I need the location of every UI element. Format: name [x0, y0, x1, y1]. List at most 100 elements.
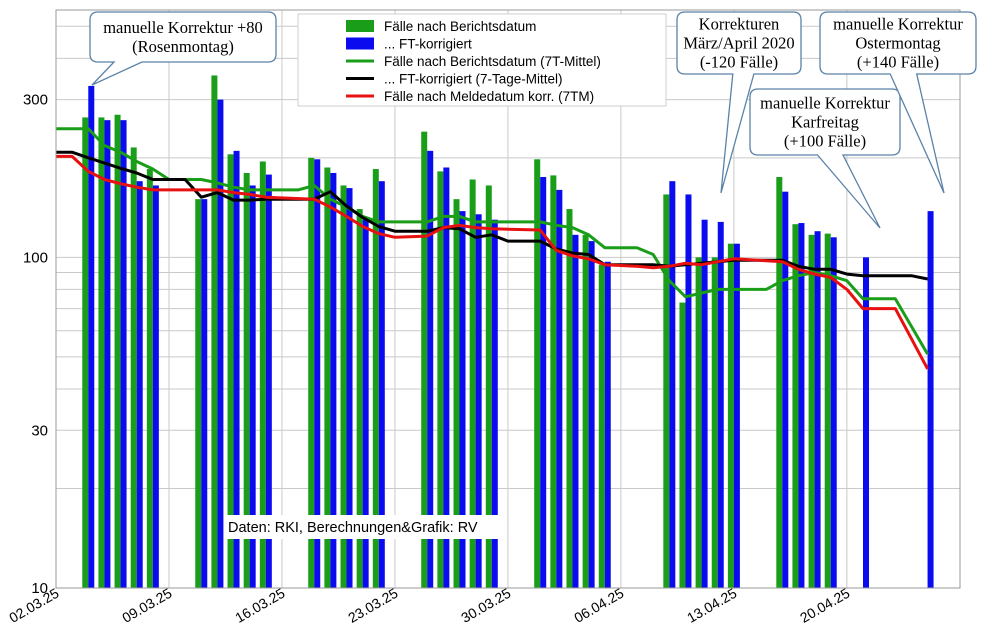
annotation-text: (-120 Fälle): [700, 53, 778, 72]
source-text: Daten: RKI, Berechnungen&Grafik: RV: [228, 520, 478, 536]
bar-green-2025-04-17: [792, 224, 799, 588]
bar-blue-2025-03-13: [233, 150, 240, 588]
bar-blue-2025-04-03: [572, 234, 579, 588]
bar-blue-2025-04-25: [927, 211, 934, 588]
annotation-text: manuelle Korrektur: [760, 94, 890, 113]
annotation-text: (Rosenmontag): [132, 37, 234, 56]
bar-green-2025-04-01: [534, 159, 541, 588]
bar-blue-2025-03-15: [265, 174, 272, 589]
bar-green-2025-04-09: [663, 194, 670, 589]
annotation-bubble: [819, 11, 977, 194]
bar-green-2025-03-21: [356, 209, 363, 588]
bar-blue-2025-03-05: [104, 120, 111, 589]
bar-blue-2025-04-16: [782, 191, 789, 588]
annotation-bubble: [89, 11, 277, 86]
bar-green-2025-04-19: [824, 233, 831, 588]
annotation-text: (+100 Fälle): [784, 132, 866, 151]
bar-green-2025-03-07: [130, 147, 137, 588]
bar-green-2025-04-16: [776, 177, 783, 588]
bar-blue-2025-03-21: [362, 219, 369, 588]
bar-blue-2025-03-22: [378, 181, 385, 588]
bar-blue-2025-03-27: [459, 211, 466, 588]
bar-green-2025-03-08: [146, 169, 153, 588]
bar-green-2025-03-15: [259, 161, 266, 588]
bar-blue-2025-04-18: [814, 231, 821, 588]
lines: [56, 127, 929, 370]
bar-blue-2025-03-25: [427, 150, 434, 588]
x-tick-labels: 02.03.25 09.03.25 16.03.25 23.03.25 30.03.25…: [6, 585, 852, 626]
bars: [82, 75, 934, 589]
bar-blue-2025-03-20: [346, 188, 353, 588]
bar-green-2025-03-05: [98, 117, 105, 588]
legend-label: Fälle nach Meldedatum korr. (7TM): [384, 89, 594, 104]
legend-label: ... FT-korrigiert: [384, 37, 472, 52]
bar-green-2025-03-29: [485, 185, 492, 589]
bar-blue-2025-04-11: [701, 219, 708, 588]
annotation-text: Ostermontag: [855, 34, 940, 53]
annotation-callout: manuelle Korrektur +80(Rosenmontag): [89, 11, 277, 86]
source-background: [224, 515, 506, 539]
x-tick-label: 20.04.25: [797, 585, 852, 626]
y-tick-label: 100: [23, 249, 48, 266]
bar-blue-2025-03-14: [249, 185, 256, 589]
annotation-text: Korrekturen: [699, 15, 780, 34]
bar-green-2025-03-04: [82, 117, 89, 588]
legend-label: Fälle nach Berichtsdatum: [384, 19, 536, 34]
bar-green-2025-04-03: [566, 209, 573, 588]
annotation-text: Karfreitag: [791, 113, 859, 132]
annotation-text: manuelle Korrektur +80: [103, 18, 263, 37]
bar-blue-2025-03-06: [120, 120, 127, 589]
bar-green-2025-04-10: [679, 302, 686, 588]
y-tick-label: 300: [23, 92, 48, 109]
bar-green-2025-04-18: [808, 234, 815, 588]
line-series-2: [56, 154, 929, 370]
y-tick-label: 10: [31, 580, 48, 597]
bar-green-2025-03-18: [308, 157, 315, 588]
x-tick-label: 13.04.25: [684, 585, 739, 626]
legend-label: ... FT-korrigiert (7-Tage-Mittel): [384, 72, 563, 87]
x-tick-label: 16.03.25: [232, 585, 287, 626]
legend: Fälle nach Berichtsdatum ... FT-korrigier…: [297, 13, 667, 107]
bar-blue-2025-04-12: [717, 221, 724, 588]
annotation-text: manuelle Korrektur: [833, 15, 963, 34]
bar-green-2025-04-13: [727, 243, 734, 588]
bar-green-2025-03-11: [195, 199, 202, 588]
bar-green-2025-04-11: [695, 257, 702, 588]
bar-green-2025-03-20: [340, 185, 347, 589]
x-tick-label: 06.04.25: [571, 585, 626, 626]
bar-green-2025-03-27: [453, 199, 460, 588]
bar-green-2025-04-02: [550, 175, 557, 589]
x-tick-label: 23.03.25: [345, 585, 400, 626]
legend-label: Fälle nach Berichtsdatum (7T-Mittel): [384, 54, 601, 69]
legend-swatch: [346, 37, 374, 50]
bar-green-2025-04-04: [582, 234, 589, 588]
bar-blue-2025-04-04: [588, 241, 595, 588]
bar-blue-2025-04-09: [669, 181, 676, 588]
annotation-text: März/April 2020: [683, 34, 794, 53]
y-tick-labels: 10 30 100 300: [23, 92, 48, 597]
bar-green-2025-03-25: [421, 131, 428, 588]
bar-blue-2025-04-17: [798, 223, 805, 589]
bar-green-2025-03-22: [372, 169, 379, 588]
plot-frame: [55, 9, 961, 589]
bar-blue-2025-03-11: [201, 199, 208, 588]
bar-green-2025-03-26: [437, 171, 444, 588]
bar-blue-2025-03-07: [136, 181, 143, 588]
bar-blue-2025-04-02: [556, 189, 563, 588]
bar-blue-2025-03-04: [88, 85, 95, 588]
bar-green-2025-03-12: [211, 75, 218, 588]
bar-green-2025-03-13: [227, 154, 234, 589]
annotation-text: (+140 Fälle): [857, 53, 939, 72]
bar-blue-2025-03-26: [443, 167, 450, 589]
bar-blue-2025-03-18: [314, 159, 321, 588]
y-tick-label: 30: [31, 422, 48, 439]
bar-green-2025-04-05: [598, 264, 605, 588]
bar-blue-2025-03-29: [491, 219, 498, 588]
bar-blue-2025-04-13: [733, 243, 740, 588]
bar-blue-2025-03-28: [475, 214, 482, 588]
bar-blue-2025-04-10: [685, 194, 692, 589]
